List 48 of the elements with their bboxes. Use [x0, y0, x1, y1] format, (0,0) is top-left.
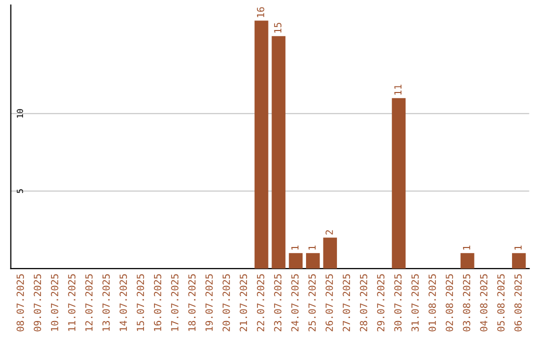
data-label: 16	[256, 7, 264, 18]
x-tick-label: 31.07.2025	[411, 274, 419, 332]
x-tick-label: 19.07.2025	[205, 274, 213, 331]
x-tick-label: 09.07.2025	[34, 274, 42, 332]
y-tick-label: 5	[16, 189, 24, 194]
x-tick-label: 13.07.2025	[102, 274, 110, 331]
bar	[323, 238, 337, 269]
x-tick-label: 17.07.2025	[171, 274, 178, 331]
bar	[392, 98, 406, 269]
data-label: 1	[514, 246, 522, 250]
x-tick-label: 22.07.2025	[256, 274, 264, 332]
y-tick-label: 10	[16, 109, 24, 118]
x-tick-label: 27.07.2025	[342, 274, 350, 332]
bar	[254, 20, 268, 269]
data-label: 1	[291, 246, 298, 250]
x-tick-label: 16.07.2025	[154, 274, 162, 331]
bar	[306, 253, 320, 269]
x-tick-label: 18.07.2025	[188, 274, 196, 331]
x-tick-label: 28.07.2025	[360, 274, 368, 332]
data-label: 2	[326, 230, 333, 235]
bar	[288, 253, 303, 269]
x-tick-label: 23.07.2025	[274, 274, 282, 332]
x-tick-label: 29.07.2025	[377, 274, 384, 332]
x-tick-label: 03.08.2025	[462, 274, 470, 332]
x-tick-label: 02.08.2025	[446, 274, 454, 332]
x-tick-label: 15.07.2025	[136, 274, 144, 331]
x-tick-label: 04.08.2025	[480, 274, 488, 332]
x-tick-label: 12.07.2025	[85, 274, 93, 331]
x-tick-label: 20.07.2025	[222, 274, 230, 332]
x-tick-label: 08.07.2025	[16, 274, 24, 332]
x-tick-label: 26.07.2025	[326, 274, 333, 332]
bar	[460, 253, 474, 269]
data-label: 1	[463, 246, 470, 250]
x-tick-label: 05.08.2025	[497, 274, 505, 332]
x-tick-label: 21.07.2025	[240, 274, 248, 332]
x-tick-label: 01.08.2025	[428, 274, 436, 332]
x-tick-label: 10.07.2025	[50, 274, 58, 331]
x-tick-label: 24.07.2025	[291, 274, 299, 332]
x-tick-label: 14.07.2025	[120, 274, 127, 331]
data-label: 11	[394, 84, 402, 95]
x-tick-label: 06.08.2025	[514, 274, 522, 332]
x-tick-label: 25.07.2025	[308, 274, 316, 332]
data-label: 15	[274, 22, 282, 33]
x-tick-label: 11.07.2025	[68, 274, 76, 331]
bar	[272, 36, 286, 269]
x-tick-label: 30.07.2025	[394, 274, 402, 332]
data-label: 1	[308, 246, 316, 250]
bar	[512, 253, 526, 269]
